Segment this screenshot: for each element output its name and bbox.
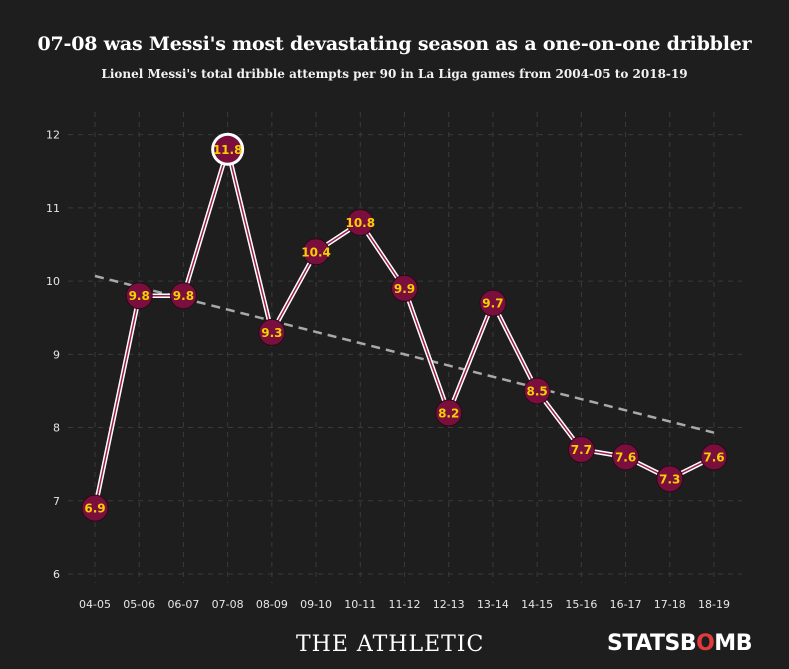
x-tick-label: 06-07 [167, 598, 199, 611]
data-label: 8.5 [527, 384, 548, 398]
data-point [612, 443, 640, 471]
data-label: 10.4 [301, 245, 331, 259]
data-point [302, 238, 330, 266]
data-label: 11.8 [213, 143, 243, 157]
x-tick-label: 10-11 [344, 598, 376, 611]
x-tick-label: 07-08 [212, 598, 244, 611]
x-tick-label: 17-18 [654, 598, 686, 611]
x-tick-label: 11-12 [389, 598, 421, 611]
x-tick-label: 09-10 [300, 598, 332, 611]
x-tick-label: 14-15 [521, 598, 553, 611]
x-tick-label: 18-19 [698, 598, 730, 611]
data-point [700, 443, 728, 471]
x-tick-label: 13-14 [477, 598, 509, 611]
data-label: 9.8 [173, 289, 194, 303]
chart-title: 07-08 was Messi's most devastating seaso… [37, 33, 752, 55]
data-label: 10.8 [345, 216, 375, 230]
x-tick-label: 08-09 [256, 598, 288, 611]
data-point [214, 135, 242, 163]
y-tick-label: 10 [46, 275, 60, 288]
data-label: 7.6 [615, 450, 636, 464]
data-point [169, 282, 197, 310]
statsbomb-logo-text-end: MB [714, 631, 752, 656]
data-point [567, 436, 595, 464]
trend-line [94, 274, 715, 434]
statsbomb-logo-text-start: STATSB [607, 631, 697, 656]
y-tick-label: 11 [46, 202, 60, 215]
statsbomb-logo: STATSBOMB [607, 631, 752, 656]
data-label: 7.6 [703, 450, 724, 464]
y-tick-label: 12 [46, 129, 60, 142]
data-label: 9.7 [482, 297, 503, 311]
data-point [479, 289, 507, 317]
data-point [125, 282, 153, 310]
x-tick-label: 15-16 [565, 598, 597, 611]
data-label: 7.3 [659, 472, 680, 486]
y-tick-label: 7 [53, 495, 60, 508]
y-tick-label: 9 [53, 348, 60, 361]
y-tick-label: 6 [53, 568, 60, 581]
x-tick-label: 12-13 [433, 598, 465, 611]
data-point [656, 465, 684, 493]
x-tick-label: 04-05 [79, 598, 111, 611]
x-tick-label: 05-06 [123, 598, 155, 611]
data-label: 9.3 [261, 326, 282, 340]
the-athletic-logo: THE ATHLETIC [296, 632, 485, 657]
data-point [81, 494, 109, 522]
data-label: 6.9 [84, 502, 105, 516]
data-point [523, 377, 551, 405]
data-point [346, 209, 374, 237]
data-label: 9.8 [129, 289, 150, 303]
data-label: 7.7 [571, 443, 592, 457]
chart-subtitle: Lionel Messi's total dribble attempts pe… [101, 67, 688, 81]
data-point [391, 274, 418, 302]
x-tick-label: 16-17 [610, 598, 642, 611]
y-tick-label: 8 [53, 422, 60, 435]
data-label: 9.9 [394, 282, 415, 296]
statsbomb-logo-accent: O [696, 631, 715, 656]
data-label: 8.2 [438, 406, 459, 420]
data-point [435, 399, 463, 427]
data-point [258, 318, 286, 346]
